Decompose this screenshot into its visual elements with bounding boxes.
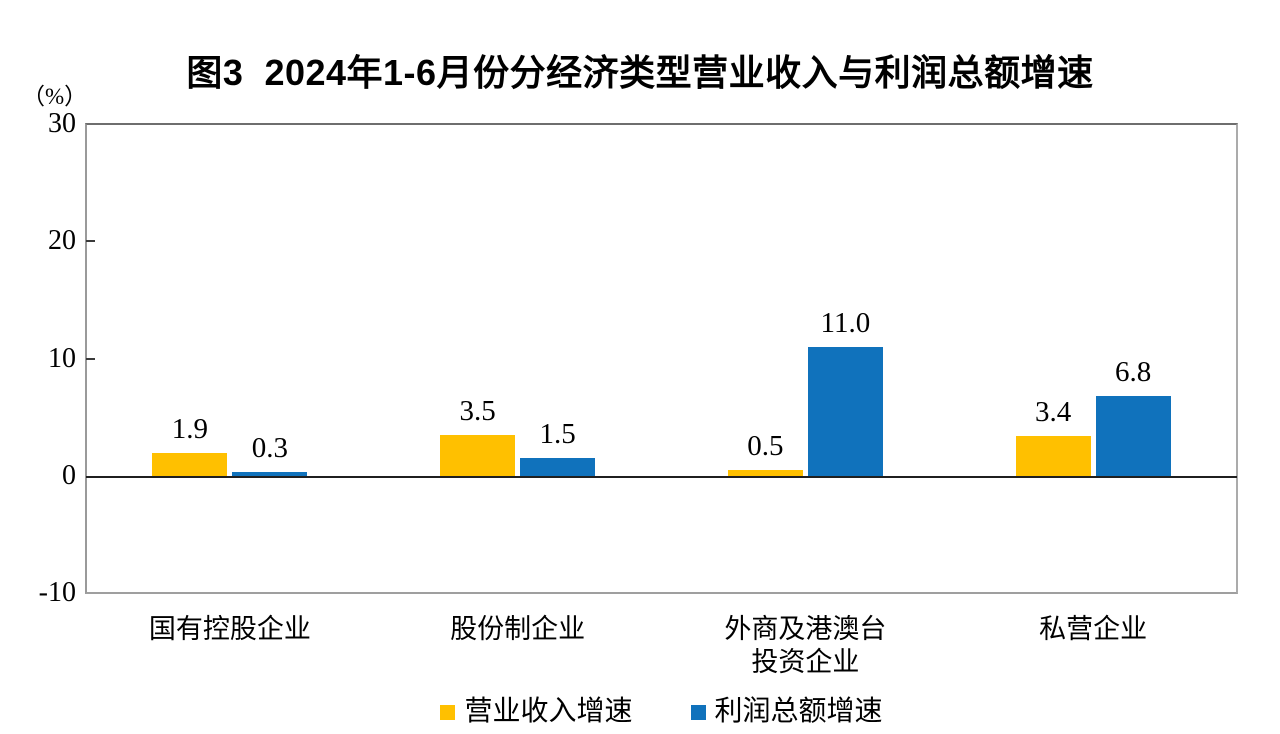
legend-swatch-icon [690,704,706,720]
bar-利润总额增速-0 [232,472,308,476]
bar-value-label: 6.8 [1115,356,1152,389]
bar-value-label: 3.4 [1035,395,1072,428]
legend-label: 利润总额增速 [714,696,883,727]
y-axis-unit-label: （%） [22,84,88,109]
bar-value-label: 1.9 [171,413,208,446]
legend-item: 利润总额增速 [690,696,883,728]
y-tick-label: 10 [48,342,76,374]
bar-利润总额增速-3 [1095,396,1171,476]
x-category-label: 外商及港澳台 投资企业 [724,614,887,677]
y-tick-label: -10 [38,577,76,608]
bar-value-label: 0.5 [747,429,784,462]
zero-baseline [86,475,1237,478]
bar-营业收入增速-1 [440,434,516,476]
bar-利润总额增速-1 [520,458,596,476]
legend: 营业收入增速 利润总额增速 [85,695,1238,729]
y-tick-label: 30 [48,108,76,139]
x-category-label: 国有控股企业 [148,614,311,644]
bar-营业收入增速-3 [1015,435,1091,476]
chart-title: 图3 2024年1-6月份分经济类型营业收入与利润总额增速 [186,52,1094,93]
y-tick-label: 20 [48,225,76,257]
bar-利润总额增速-2 [807,346,883,476]
legend-item: 营业收入增速 [440,696,633,728]
bar-营业收入增速-0 [152,453,228,476]
bar-营业收入增速-2 [727,469,803,476]
bar-value-label: 11.0 [820,306,871,339]
y-tick-mark [86,357,95,360]
legend-swatch-icon [440,704,456,720]
x-category-label: 私营企业 [1039,614,1148,644]
plot-area [85,123,1238,594]
bar-value-label: 1.5 [539,418,576,451]
legend-label: 营业收入增速 [464,696,633,727]
y-tick-label: 0 [62,459,76,491]
y-tick-mark [86,240,95,243]
x-category-label: 股份制企业 [450,614,586,644]
bar-value-label: 0.3 [251,432,288,465]
bar-value-label: 3.5 [459,394,496,427]
